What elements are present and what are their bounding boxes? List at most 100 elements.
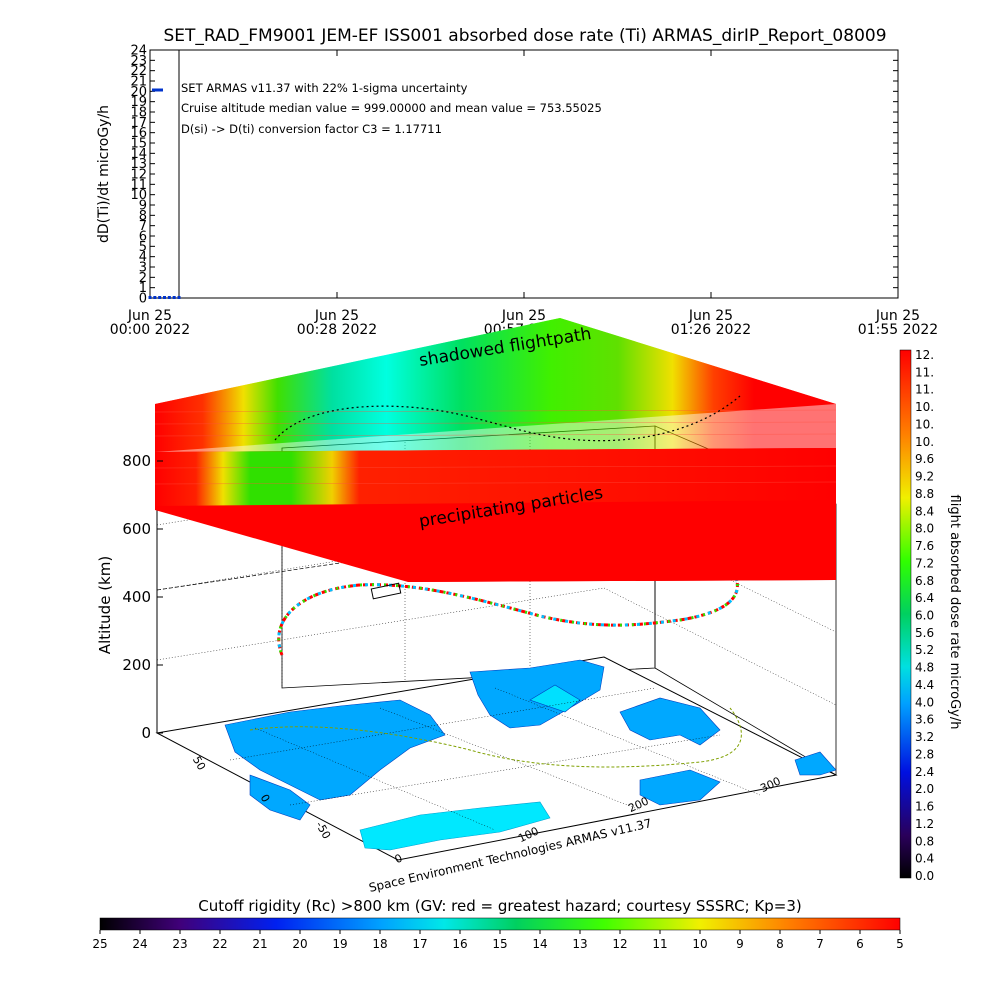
dose-tick-label: 6.0 (915, 609, 934, 623)
x-tick-day-label: Jun 25 (501, 308, 546, 324)
rigidity-tick-label: 17 (412, 937, 427, 951)
y-tick-label: 13 (130, 157, 147, 172)
altitude-axis-label: Altitude (km) (96, 556, 114, 654)
dose-tick-label: 8.4 (915, 504, 934, 518)
dose-colorbar: 12. 11. 11. 10. 10. 10. 9.6 9.2 8.8 8.4 8.0 7.6 7.2 6… (899, 348, 962, 883)
y-tick-label: 16 (130, 126, 147, 141)
rigidity-tick-label: 14 (532, 937, 547, 951)
rigidity-tick-label: 5 (896, 937, 904, 951)
y-tick-label: 19 (130, 95, 147, 110)
y-tick-label: 15 (130, 137, 147, 152)
flight-path (277, 577, 739, 656)
series-point (167, 296, 171, 299)
rigidity-tick-label: 8 (776, 937, 784, 951)
x-tick-time-label: 01:26 2022 (671, 322, 751, 338)
y-tick-label: 10 (130, 188, 147, 203)
y-tick-label: 2 (139, 271, 147, 286)
dose-tick-label: 12. (915, 348, 934, 362)
dose-tick-label: 10. (915, 400, 934, 414)
y-tick-label: 22 (130, 64, 147, 79)
altitude-tick-label: 600 (122, 520, 151, 538)
dose-tick-label: 10. (915, 435, 934, 449)
x-tick-time-label: 00:00 2022 (110, 322, 190, 338)
rigidity-tick-label: 22 (212, 937, 227, 951)
x-tick-time-label: 01:55 2022 (858, 322, 938, 338)
dose-tick-label: 9.2 (915, 470, 934, 484)
dose-tick-label: 1.6 (915, 800, 934, 814)
rigidity-tick-label: 21 (252, 937, 267, 951)
dose-tick-label: 4.4 (915, 678, 934, 692)
series-point (177, 296, 181, 299)
dose-tick-label: 2.4 (915, 765, 934, 779)
rigidity-tick-label: 7 (816, 937, 824, 951)
y-tick-label: 3 (139, 261, 147, 276)
timeseries-y-axis-label: dD(Ti)/dt microGy/h (96, 105, 112, 243)
rigidity-colorbar-gradient (99, 917, 901, 931)
dose-tick-label: 5.2 (915, 643, 934, 657)
rigidity-tick-label: 18 (372, 937, 387, 951)
y-tick-label: 23 (130, 54, 147, 69)
dose-tick-label: 7.2 (915, 556, 934, 570)
rigidity-tick-label: 13 (572, 937, 587, 951)
rigidity-tick-label: 10 (692, 937, 707, 951)
rigidity-tick-label: 24 (132, 937, 147, 951)
rigidity-colorbar-label: Cutoff rigidity (Rc) >800 km (GV: red = … (198, 897, 801, 915)
legend: SET ARMAS v11.37 with 22% 1-sigma uncert… (152, 81, 602, 136)
dose-tick-label: 0.0 (915, 869, 934, 883)
dose-tick-label: 9.6 (915, 452, 934, 466)
rigidity-tick-label: 20 (292, 937, 307, 951)
timeseries-series (148, 296, 181, 299)
dose-tick-label: 2.8 (915, 747, 934, 761)
dose-tick-label: 1.2 (915, 817, 934, 831)
y-tick-label: 20 (130, 85, 147, 100)
y-tick-label: 14 (130, 147, 147, 162)
altitude-tick-label: 200 (122, 656, 151, 674)
dose-tick-label: 0.8 (915, 834, 934, 848)
timeseries-panel: 0123456789101112131415161718192021222324… (96, 44, 938, 339)
x-tick-day-label: Jun 25 (314, 308, 359, 324)
y-tick-label: 5 (139, 240, 147, 255)
dose-tick-label: 11. (915, 383, 934, 397)
rigidity-tick-label: 11 (652, 937, 667, 951)
dose-colorbar-ticks: 12. 11. 11. 10. 10. 10. 9.6 9.2 8.8 8.4 8.0 7.6 7.2 6… (915, 348, 934, 883)
series-point (158, 296, 162, 299)
dose-tick-label: 2.0 (915, 782, 934, 796)
aircraft-marker (370, 582, 402, 600)
x-tick-day-label: Jun 25 (127, 308, 172, 324)
y-tick-label: 9 (139, 199, 147, 214)
y-tick-label: 21 (130, 75, 147, 90)
annotation-conversion-factor: D(si) -> D(ti) conversion factor C3 = 1.… (181, 122, 442, 136)
y-tick-label: 11 (130, 178, 147, 193)
rigidity-colorbar: Cutoff rigidity (Rc) >800 km (GV: red = … (92, 897, 903, 951)
floor-grid (229, 687, 761, 831)
dose-tick-label: 3.6 (915, 713, 934, 727)
dose-tick-label: 8.0 (915, 522, 934, 536)
dose-tick-label: 6.8 (915, 574, 934, 588)
y-tick-label: 17 (130, 116, 147, 131)
dose-tick-label: 4.0 (915, 695, 934, 709)
chart-title: SET_RAD_FM9001 JEM-EF ISS001 absorbed do… (163, 26, 886, 46)
altitude-3d-panel: shadowed flightpath precipitating partic… (96, 318, 838, 895)
latitude-ticks: 500-50 (190, 754, 333, 841)
rigidity-tick-label: 9 (736, 937, 744, 951)
y-tick-label: 1 (139, 281, 147, 296)
series-point (148, 296, 152, 299)
dose-slab: shadowed flightpath precipitating partic… (154, 318, 837, 582)
continents (224, 659, 837, 851)
x-tick-day-label: Jun 25 (875, 308, 920, 324)
series-point (163, 296, 166, 299)
x-tick-time-label: 00:28 2022 (297, 322, 377, 338)
series-point (172, 296, 176, 299)
y-tick-label: 6 (139, 230, 147, 245)
altitude-tick-label: 400 (122, 588, 151, 606)
y-tick-label: 24 (130, 44, 147, 59)
altitude-tick-label: 0 (141, 724, 151, 742)
rigidity-tick-label: 23 (172, 937, 187, 951)
dose-tick-label: 7.6 (915, 539, 934, 553)
rigidity-tick-label: 6 (856, 937, 864, 951)
dose-colorbar-gradient (899, 349, 912, 879)
y-tick-label: 7 (139, 219, 147, 234)
altitude-ticks: 0 200 400 600 800 (122, 452, 163, 742)
